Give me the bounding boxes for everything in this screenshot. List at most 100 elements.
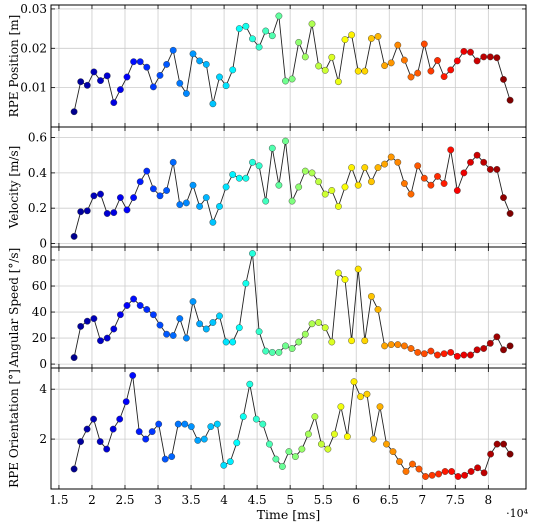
data-point-2-33	[288, 345, 296, 352]
data-point-0-7	[117, 86, 124, 94]
data-point-2-3	[90, 315, 98, 322]
data-point-2-13	[156, 321, 164, 329]
data-point-2-20	[202, 325, 210, 333]
y-tick-label-2-0: 0	[39, 357, 47, 371]
x-tick-label-11: 7	[418, 493, 426, 507]
x-tick-label-2: 2.5	[115, 493, 134, 507]
data-point-2-45	[367, 292, 375, 300]
data-point-1-49	[394, 158, 402, 166]
data-point-3-11	[142, 435, 150, 443]
data-point-2-2	[83, 317, 91, 325]
x-tick-label-7: 5	[286, 493, 294, 507]
data-point-2-46	[374, 306, 382, 313]
data-point-0-47	[381, 62, 388, 69]
data-point-1-34	[295, 183, 303, 191]
data-point-2-53	[420, 350, 428, 358]
data-point-2-12	[149, 311, 157, 319]
data-point-3-52	[409, 460, 416, 468]
data-point-1-43	[354, 181, 362, 189]
data-point-1-57	[447, 146, 455, 154]
data-point-0-48	[387, 59, 395, 67]
data-point-0-50	[400, 56, 408, 64]
data-point-1-36	[308, 169, 316, 177]
data-point-1-37	[315, 178, 322, 186]
x-tick-label-13: 8	[485, 493, 493, 507]
data-point-3-34	[291, 453, 299, 460]
data-point-0-14	[163, 61, 171, 68]
data-point-0-66	[506, 96, 514, 104]
series-line-3	[73, 375, 511, 477]
data-point-2-32	[282, 342, 289, 350]
data-point-1-30	[268, 144, 276, 152]
y-axis-label-2: Angular Speed [°/s]	[7, 248, 21, 369]
data-point-0-18	[189, 50, 197, 58]
data-point-1-23	[222, 183, 230, 191]
data-point-2-58	[453, 352, 461, 360]
data-point-0-12	[149, 83, 157, 91]
x-tick-label-12: 7.5	[446, 493, 465, 507]
panel-frame-2	[50, 246, 527, 369]
y-tick-label-2-1: 20	[32, 331, 47, 345]
data-point-0-33	[288, 75, 296, 83]
data-point-3-54	[422, 473, 429, 480]
data-point-1-27	[249, 158, 256, 166]
data-point-3-23	[220, 461, 228, 469]
data-point-0-29	[262, 27, 270, 35]
data-point-3-27	[246, 380, 254, 388]
data-point-3-22	[213, 420, 221, 428]
x-tick-label-3: 3	[154, 493, 162, 507]
data-point-1-58	[453, 187, 461, 194]
data-point-0-62	[480, 53, 488, 61]
x-axis-label: Time [ms]	[257, 507, 321, 522]
x-tick-label-0: 1.5	[49, 493, 68, 507]
y-axis-label-3: RPE Orientation [°]	[7, 369, 21, 488]
data-point-2-37	[315, 319, 322, 326]
x-axis-multiplier: ·10⁴	[506, 507, 528, 520]
data-point-1-33	[288, 197, 296, 205]
data-point-1-28	[255, 162, 263, 170]
data-point-2-15	[169, 332, 177, 339]
data-point-3-48	[383, 440, 390, 448]
y-tick-label-0-1: 0.02	[20, 41, 47, 55]
data-point-3-28	[252, 415, 260, 423]
data-point-3-10	[135, 428, 143, 435]
series-line-1	[73, 141, 511, 237]
y-axis-label-0: RPE Position [m]	[7, 15, 21, 118]
data-point-0-6	[110, 99, 118, 107]
data-point-3-12	[148, 428, 156, 435]
data-point-0-15	[169, 46, 177, 54]
y-tick-label-1-1: 0.2	[28, 201, 47, 215]
data-point-0-46	[374, 33, 382, 40]
data-point-0-5	[103, 72, 111, 80]
data-point-3-36	[304, 430, 312, 438]
data-point-2-22	[216, 312, 223, 320]
data-point-1-55	[434, 172, 441, 180]
data-point-2-31	[275, 348, 283, 356]
data-point-1-46	[374, 164, 382, 172]
data-point-0-13	[156, 72, 164, 79]
data-point-2-21	[209, 319, 217, 326]
data-point-3-35	[298, 445, 306, 453]
data-point-0-59	[460, 48, 468, 55]
data-point-1-5	[103, 210, 111, 217]
data-point-2-30	[268, 348, 276, 356]
data-point-2-0	[70, 354, 78, 361]
data-point-1-62	[480, 158, 488, 166]
data-point-3-15	[168, 453, 176, 460]
data-point-1-48	[387, 153, 395, 161]
data-point-3-30	[265, 440, 273, 448]
data-point-3-45	[363, 390, 371, 398]
data-point-2-44	[361, 337, 369, 345]
data-point-2-7	[117, 311, 124, 319]
data-point-3-32	[278, 463, 286, 470]
data-point-3-63	[480, 469, 488, 477]
data-point-3-62	[474, 464, 481, 472]
data-point-3-47	[376, 403, 384, 411]
data-point-2-62	[480, 345, 488, 352]
data-point-1-47	[381, 160, 388, 168]
data-point-0-60	[467, 48, 474, 56]
data-point-2-27	[249, 250, 256, 257]
data-point-0-36	[308, 20, 316, 28]
data-point-3-29	[259, 420, 267, 428]
data-point-3-1	[77, 438, 85, 445]
